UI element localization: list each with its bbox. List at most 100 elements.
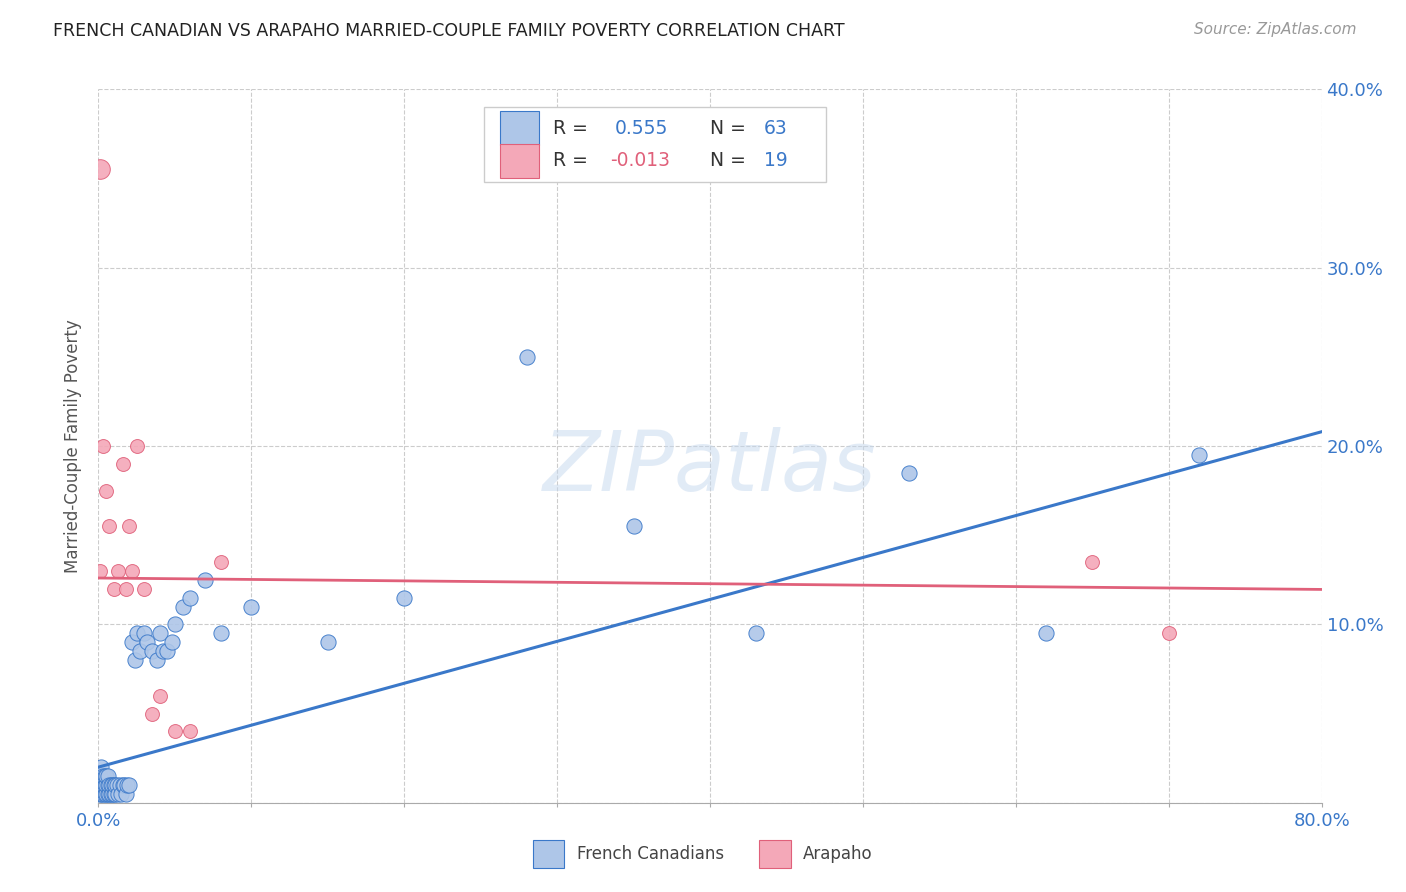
Point (172, 599, 194, 614)
Point (91, 787, 114, 801)
Point (1081, 555, 1104, 569)
Point (94, 769, 117, 783)
Point (89, 564, 111, 578)
Point (97, 778, 120, 792)
Point (94, 787, 117, 801)
Point (111, 778, 134, 792)
Point (93, 769, 115, 783)
Point (118, 519, 141, 533)
Point (209, 555, 232, 569)
Point (209, 626, 232, 640)
Point (93, 778, 115, 792)
Point (97, 787, 120, 801)
Point (121, 564, 143, 578)
FancyBboxPatch shape (499, 144, 538, 178)
Point (118, 778, 141, 792)
Point (124, 653, 146, 667)
Point (101, 787, 124, 801)
Point (128, 644, 150, 658)
Point (194, 573, 217, 587)
Point (623, 519, 645, 533)
Point (89, 769, 111, 783)
Point (104, 787, 127, 801)
Point (103, 778, 125, 792)
Point (115, 787, 138, 801)
FancyBboxPatch shape (484, 107, 827, 182)
Point (1157, 626, 1180, 640)
Point (90, 760, 112, 774)
Point (100, 778, 122, 792)
Point (98, 778, 121, 792)
Text: -0.013: -0.013 (610, 152, 669, 170)
Point (94, 483, 117, 498)
Point (98, 519, 121, 533)
Point (94, 778, 117, 792)
Point (89, 778, 111, 792)
Point (100, 787, 122, 801)
Point (156, 644, 179, 658)
Point (134, 582, 156, 596)
Point (145, 653, 167, 667)
Point (149, 626, 172, 640)
Point (141, 706, 163, 721)
Point (101, 778, 124, 792)
Point (152, 644, 174, 658)
Point (149, 689, 172, 703)
Point (91, 439, 114, 453)
Point (93, 787, 115, 801)
Point (897, 466, 920, 480)
Point (160, 635, 183, 649)
Point (90, 778, 112, 792)
Point (97, 769, 120, 783)
Y-axis label: Married-Couple Family Poverty: Married-Couple Family Poverty (65, 319, 83, 573)
Text: French Canadians: French Canadians (576, 846, 724, 863)
Point (91, 769, 114, 783)
FancyBboxPatch shape (499, 111, 538, 145)
Point (136, 635, 159, 649)
Point (89, 787, 111, 801)
Point (108, 778, 131, 792)
Point (516, 350, 538, 364)
Text: R =: R = (554, 152, 595, 170)
Text: 63: 63 (763, 119, 787, 137)
Point (1188, 448, 1211, 462)
Point (179, 591, 201, 605)
Point (105, 778, 128, 792)
Point (316, 635, 339, 649)
Point (121, 635, 143, 649)
Point (98, 787, 121, 801)
Point (111, 457, 134, 471)
Point (163, 617, 186, 632)
Point (90, 787, 112, 801)
Point (107, 564, 129, 578)
FancyBboxPatch shape (759, 840, 790, 869)
Text: N =: N = (710, 152, 752, 170)
Text: 19: 19 (763, 152, 787, 170)
Text: FRENCH CANADIAN VS ARAPAHO MARRIED-COUPLE FAMILY POVERTY CORRELATION CHART: FRENCH CANADIAN VS ARAPAHO MARRIED-COUPL… (53, 22, 845, 40)
Point (392, 591, 416, 605)
Point (117, 778, 139, 792)
Point (91, 778, 114, 792)
Point (179, 724, 201, 739)
Text: N =: N = (710, 119, 752, 137)
Point (1035, 626, 1057, 640)
Point (104, 778, 127, 792)
Text: Source: ZipAtlas.com: Source: ZipAtlas.com (1194, 22, 1357, 37)
Point (112, 778, 135, 792)
Text: Arapaho: Arapaho (803, 846, 873, 863)
Point (134, 626, 156, 640)
Point (745, 626, 768, 640)
Point (240, 599, 263, 614)
Point (115, 582, 138, 596)
Text: R =: R = (554, 119, 595, 137)
Point (89, 162, 111, 177)
Point (125, 439, 148, 453)
FancyBboxPatch shape (533, 840, 564, 869)
Point (107, 787, 129, 801)
Point (141, 644, 163, 658)
Point (103, 582, 125, 596)
Text: 0.555: 0.555 (614, 119, 668, 137)
Point (103, 787, 125, 801)
Point (163, 724, 186, 739)
Text: ZIPatlas: ZIPatlas (543, 427, 877, 508)
